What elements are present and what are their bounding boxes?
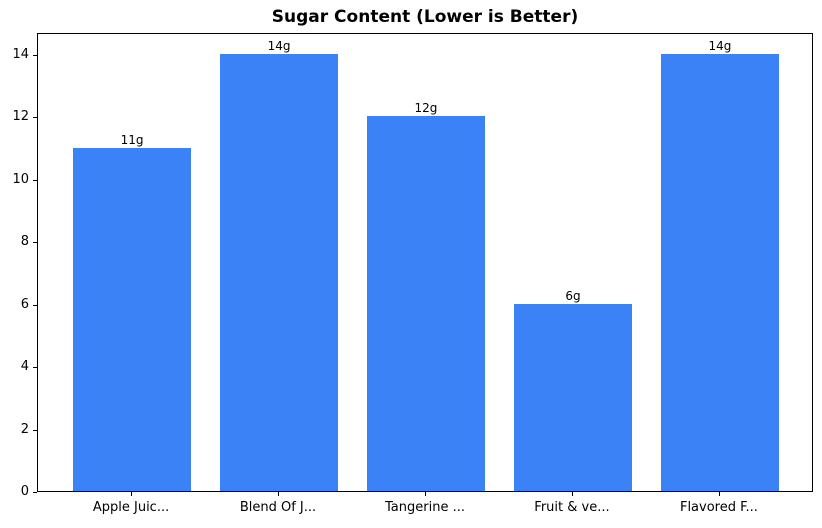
y-tick-mark (33, 304, 37, 306)
bar-value-label: 14g (708, 38, 732, 53)
x-tick-label: Blend Of J... (239, 500, 317, 515)
y-tick-label: 2 (20, 421, 29, 437)
x-tick-mark (131, 492, 133, 496)
y-tick-label: 8 (20, 234, 29, 250)
bar (367, 116, 485, 491)
x-tick-mark (718, 492, 720, 496)
bar (220, 53, 338, 491)
y-tick-label: 10 (12, 171, 29, 187)
x-tick-mark (571, 492, 573, 496)
bar-value-label: 12g (414, 101, 438, 116)
y-tick-mark (33, 117, 37, 119)
y-tick-mark (33, 367, 37, 369)
bar-value-label: 11g (120, 132, 144, 147)
x-tick-mark (425, 492, 426, 496)
y-tick-mark (33, 54, 37, 56)
x-tick-mark (278, 492, 280, 496)
bar-value-label: 6g (565, 288, 581, 303)
chart-title: Sugar Content (Lower is Better) (271, 7, 579, 27)
x-tick-label: Tangerine ... (385, 500, 465, 515)
y-tick-label: 6 (20, 296, 29, 312)
bar-value-label: 14g (267, 38, 291, 53)
x-tick-label: Flavored F... (679, 500, 758, 515)
bar (73, 147, 191, 491)
x-tick-label: Apple Juic... (92, 500, 170, 515)
y-tick-label: 0 (20, 484, 29, 499)
y-tick-mark (33, 492, 37, 493)
y-tick-label: 4 (20, 359, 29, 375)
bar (514, 303, 632, 491)
bar (661, 53, 779, 491)
y-tick-label: 12 (12, 109, 29, 125)
y-tick-mark (33, 179, 37, 181)
y-tick-label: 14 (12, 46, 29, 62)
plot-area: 11g 14g 12g 6g 14g (37, 33, 813, 492)
y-tick-mark (33, 242, 37, 244)
y-tick-mark (33, 429, 37, 431)
x-tick-label: Fruit & ve... (534, 500, 610, 515)
